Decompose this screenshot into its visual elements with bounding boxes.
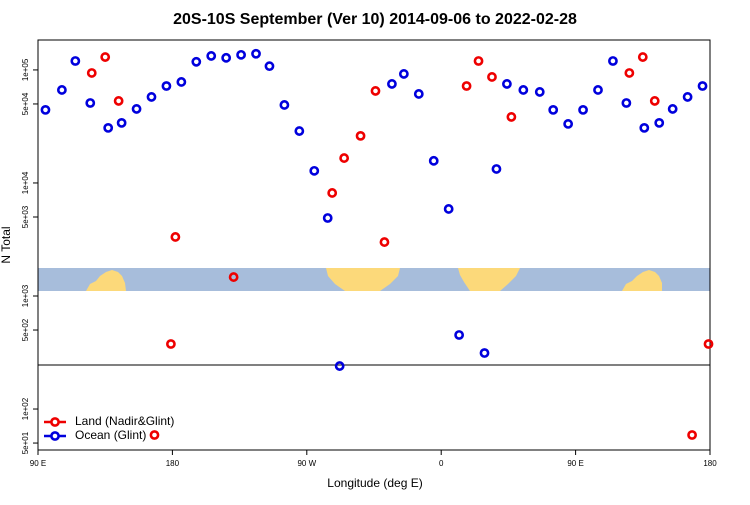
y-axis-label: N Total (0, 226, 13, 263)
y-tick-label: 1e+04 (21, 171, 30, 194)
point (149, 430, 160, 440)
point (113, 96, 124, 106)
point (502, 79, 512, 89)
point (161, 81, 172, 91)
point (339, 153, 350, 163)
point (228, 272, 239, 282)
point (697, 81, 708, 91)
legend-marker (50, 417, 60, 427)
y-tick-label: 5e+01 (21, 431, 30, 454)
x-tick-label: 180 (703, 459, 717, 468)
point (506, 112, 517, 122)
point (687, 430, 697, 440)
y-tick-label: 5e+04 (21, 92, 30, 115)
point (264, 61, 275, 72)
x-tick-label: 90 W (297, 459, 316, 468)
legend-label: Land (Nadir&Glint) (75, 414, 174, 428)
point (166, 339, 176, 349)
point (322, 213, 333, 223)
point (548, 104, 559, 115)
point (624, 68, 635, 78)
legend-label: Ocean (Glint) (75, 428, 146, 442)
point (518, 85, 529, 95)
point (428, 155, 439, 166)
y-tick-label: 1e+02 (21, 397, 30, 420)
point (355, 130, 366, 141)
point (86, 68, 97, 78)
legend: Land (Nadir&Glint)Ocean (Glint) (44, 414, 174, 442)
point (85, 98, 96, 108)
point (70, 56, 81, 66)
point (116, 117, 127, 128)
point (191, 56, 202, 67)
point (443, 204, 454, 214)
point (40, 104, 51, 115)
point (251, 48, 261, 59)
x-tick-label: 90 E (30, 459, 46, 468)
point (221, 52, 232, 63)
point (637, 52, 648, 62)
x-tick-label: 180 (166, 459, 180, 468)
point (639, 123, 650, 133)
point (578, 104, 588, 115)
point (454, 330, 465, 340)
y-tick-label: 5e+03 (21, 205, 30, 228)
point (370, 86, 381, 96)
point (534, 87, 545, 97)
point (413, 89, 424, 99)
point (327, 188, 338, 198)
x-axis-label: Longitude (deg E) (327, 476, 422, 490)
point (100, 52, 111, 62)
point (593, 85, 603, 95)
chart-title: 20S-10S September (Ver 10) 2014-09-06 to… (173, 11, 577, 28)
point (56, 85, 67, 95)
y-tick-label: 1e+05 (21, 58, 30, 81)
point (309, 165, 320, 176)
point (649, 96, 660, 106)
point (334, 361, 345, 371)
point (170, 232, 181, 242)
point (608, 56, 618, 66)
point (176, 77, 187, 87)
point (146, 92, 157, 102)
x-tick-label: 0 (439, 459, 444, 468)
point (491, 164, 502, 174)
point (279, 100, 290, 110)
y-tick-label: 5e+02 (21, 318, 30, 341)
point (682, 92, 693, 102)
y-tick-label: 1e+03 (21, 284, 30, 307)
point (621, 98, 632, 108)
plot-frame (37, 39, 711, 451)
point (294, 126, 305, 136)
point (479, 348, 490, 358)
point (703, 339, 714, 349)
point (236, 49, 246, 60)
point (473, 56, 484, 66)
legend-marker (50, 431, 60, 441)
point (379, 237, 390, 247)
x-tick-label: 90 E (567, 459, 583, 468)
point (206, 51, 217, 61)
point (398, 69, 409, 79)
point (667, 104, 678, 114)
point (487, 72, 497, 82)
point (461, 81, 472, 91)
point (131, 104, 142, 114)
map-strip (38, 268, 710, 291)
point (563, 119, 574, 129)
point (654, 117, 665, 128)
point (387, 79, 397, 89)
point (103, 123, 114, 133)
